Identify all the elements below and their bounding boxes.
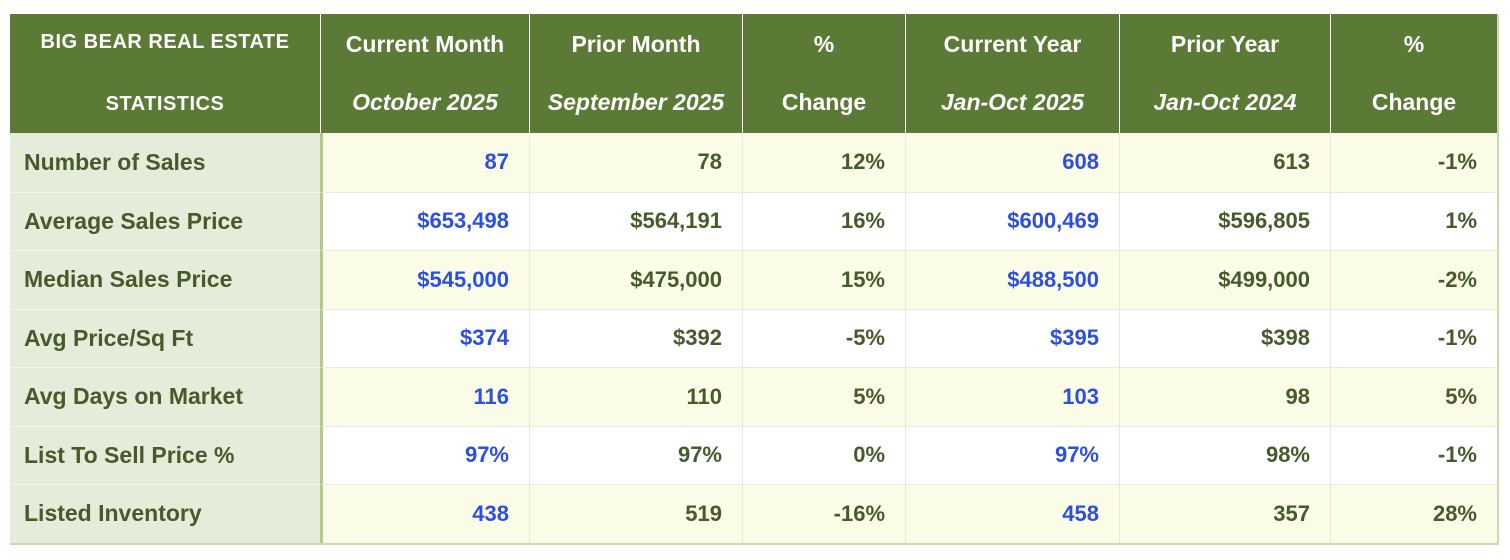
table-row: Avg Days on Market 116 110 5% 103 98 5% — [10, 367, 1497, 426]
table-title-line1: BIG BEAR REAL ESTATE — [40, 31, 290, 53]
row-label: Number of Sales — [10, 133, 320, 192]
current-month-value: $545,000 — [320, 250, 529, 309]
prior-month-value: $564,191 — [529, 191, 742, 250]
col-header-prior-month: Prior Month September 2025 — [529, 14, 742, 133]
prior-year-value: 98 — [1119, 367, 1330, 426]
header-line1: % — [813, 31, 835, 57]
header-line1: % — [1403, 31, 1425, 57]
row-label: Listed Inventory — [10, 484, 320, 543]
row-label: Avg Price/Sq Ft — [10, 308, 320, 367]
current-year-value: 97% — [905, 425, 1119, 484]
row-label: List To Sell Price % — [10, 425, 320, 484]
current-month-value: 438 — [320, 484, 529, 543]
header-line2: Jan-Oct 2025 — [940, 89, 1085, 115]
prior-year-value: $596,805 — [1119, 191, 1330, 250]
prior-month-value: $475,000 — [529, 250, 742, 309]
header-line2: Change — [781, 89, 867, 115]
row-label: Avg Days on Market — [10, 367, 320, 426]
current-month-value: $374 — [320, 308, 529, 367]
prior-month-value: 519 — [529, 484, 742, 543]
prior-year-value: 357 — [1119, 484, 1330, 543]
year-change-value: 28% — [1330, 484, 1497, 543]
month-change-value: 0% — [742, 425, 905, 484]
year-change-value: -1% — [1330, 133, 1497, 192]
month-change-value: 15% — [742, 250, 905, 309]
real-estate-stats-table: BIG BEAR REAL ESTATE STATISTICS Current … — [10, 14, 1499, 545]
current-year-value: 608 — [905, 133, 1119, 192]
table-title-line2: STATISTICS — [105, 93, 225, 115]
month-change-value: -5% — [742, 308, 905, 367]
header-line1: Prior Month — [571, 31, 701, 57]
table-row: Number of Sales 87 78 12% 608 613 -1% — [10, 133, 1497, 192]
current-year-value: $488,500 — [905, 250, 1119, 309]
year-change-value: -1% — [1330, 425, 1497, 484]
header-line2: October 2025 — [352, 89, 498, 115]
month-change-value: 5% — [742, 367, 905, 426]
current-year-value: 458 — [905, 484, 1119, 543]
table-row: Average Sales Price $653,498 $564,191 16… — [10, 191, 1497, 250]
current-month-value: 116 — [320, 367, 529, 426]
prior-year-value: 98% — [1119, 425, 1330, 484]
prior-year-value: $499,000 — [1119, 250, 1330, 309]
year-change-value: 5% — [1330, 367, 1497, 426]
row-label: Average Sales Price — [10, 191, 320, 250]
table-row: Listed Inventory 438 519 -16% 458 357 28… — [10, 484, 1497, 543]
col-header-prior-year: Prior Year Jan-Oct 2024 — [1119, 14, 1330, 133]
prior-month-value: $392 — [529, 308, 742, 367]
current-month-value: $653,498 — [320, 191, 529, 250]
header-line1: Prior Year — [1170, 31, 1280, 57]
col-header-year-change: % Change — [1330, 14, 1497, 133]
table-row: Avg Price/Sq Ft $374 $392 -5% $395 $398 … — [10, 308, 1497, 367]
month-change-value: 12% — [742, 133, 905, 192]
month-change-value: 16% — [742, 191, 905, 250]
current-year-value: $395 — [905, 308, 1119, 367]
col-header-month-change: % Change — [742, 14, 905, 133]
col-header-current-year: Current Year Jan-Oct 2025 — [905, 14, 1119, 133]
prior-month-value: 78 — [529, 133, 742, 192]
current-month-value: 97% — [320, 425, 529, 484]
header-line2: Jan-Oct 2024 — [1153, 89, 1297, 115]
year-change-value: 1% — [1330, 191, 1497, 250]
header-line1: Current Year — [943, 31, 1082, 57]
prior-year-value: $398 — [1119, 308, 1330, 367]
current-year-value: $600,469 — [905, 191, 1119, 250]
header-line2: Change — [1371, 89, 1457, 115]
col-header-current-month: Current Month October 2025 — [320, 14, 529, 133]
prior-month-value: 97% — [529, 425, 742, 484]
header-line1: Current Month — [345, 31, 505, 57]
prior-year-value: 613 — [1119, 133, 1330, 192]
header-line2: September 2025 — [547, 89, 725, 115]
corner-header: BIG BEAR REAL ESTATE STATISTICS — [10, 14, 320, 133]
table-header-row: BIG BEAR REAL ESTATE STATISTICS Current … — [10, 14, 1497, 133]
prior-month-value: 110 — [529, 367, 742, 426]
current-month-value: 87 — [320, 133, 529, 192]
row-label: Median Sales Price — [10, 250, 320, 309]
current-year-value: 103 — [905, 367, 1119, 426]
year-change-value: -1% — [1330, 308, 1497, 367]
month-change-value: -16% — [742, 484, 905, 543]
table-row: List To Sell Price % 97% 97% 0% 97% 98% … — [10, 425, 1497, 484]
year-change-value: -2% — [1330, 250, 1497, 309]
table-row: Median Sales Price $545,000 $475,000 15%… — [10, 250, 1497, 309]
